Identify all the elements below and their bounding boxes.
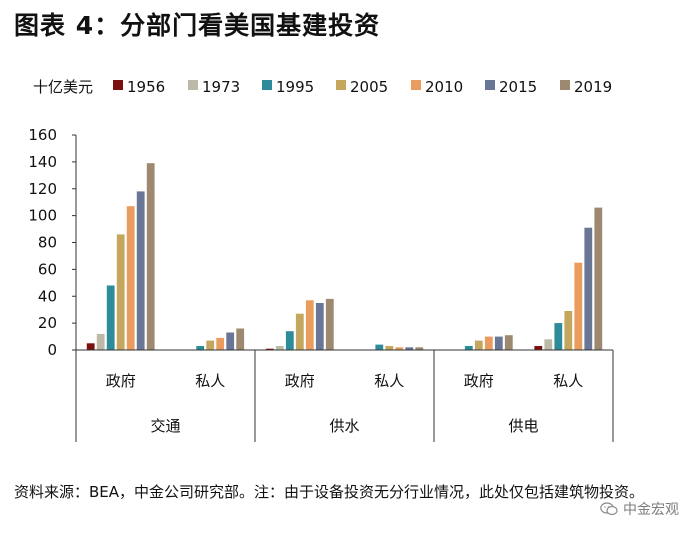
- bar-1995-1: [196, 346, 205, 350]
- bar-2015-1: [226, 332, 235, 350]
- bar-2019-3: [415, 347, 424, 350]
- bar-2005-0: [116, 234, 125, 350]
- bar-2010-4: [484, 336, 493, 350]
- bar-2019-4: [504, 335, 513, 350]
- watermark-text: 中金宏观: [623, 502, 679, 518]
- legend: 十亿美元 1956 1973 1995 2005 2010 2015 2019: [33, 78, 612, 96]
- bar-2005-1: [206, 340, 215, 350]
- bar-2015-4: [494, 336, 503, 350]
- bar-2010-0: [126, 206, 135, 350]
- legend-label-2005: 2005: [350, 78, 388, 96]
- bar-1956-5: [534, 346, 543, 350]
- bar-2019-0: [146, 163, 155, 350]
- bar-2015-3: [405, 347, 414, 350]
- legend-label-2015: 2015: [499, 78, 537, 96]
- bar-2015-5: [584, 227, 593, 350]
- y-axis: 0 20 40 60 80 100 120 140 160: [28, 126, 77, 359]
- y-tick-label: 20: [38, 314, 57, 332]
- x-group-label: 供电: [508, 417, 538, 435]
- x-category-label: 政府: [106, 372, 136, 390]
- bar-chart: 十亿美元 1956 1973 1995 2005 2010 2015 2019 0 20 40 60…: [28, 78, 614, 442]
- x-group-label: 供水: [329, 417, 359, 435]
- y-tick-label: 40: [38, 287, 57, 305]
- legend-unit-label: 十亿美元: [33, 78, 93, 96]
- legend-label-2010: 2010: [425, 78, 463, 96]
- y-tick-label: 160: [28, 126, 57, 144]
- y-tick-label: 0: [47, 341, 57, 359]
- bar-2010-1: [216, 337, 225, 350]
- y-tick-label: 100: [28, 207, 57, 225]
- bar-1973-0: [96, 333, 105, 350]
- bar-2019-2: [325, 298, 334, 350]
- source-note: 资料来源：BEA，中金公司研究部。注：由于设备投资无分行业情况，此处仅包括建筑物…: [14, 483, 645, 501]
- bar-2010-2: [305, 300, 314, 350]
- bar-2010-3: [395, 347, 404, 350]
- legend-swatch-2010: [411, 80, 421, 90]
- chart-title: 图表 4：分部门看美国基建投资: [14, 11, 381, 40]
- legend-label-1995: 1995: [276, 78, 314, 96]
- bar-1995-4: [464, 346, 473, 350]
- bar-1995-5: [554, 323, 563, 350]
- bar-1956-0: [86, 343, 95, 350]
- bar-1995-3: [375, 344, 384, 350]
- bar-1956-2: [265, 348, 274, 350]
- bar-2005-5: [564, 311, 573, 350]
- legend-swatch-1995: [262, 80, 272, 90]
- x-group-label: 交通: [150, 417, 180, 435]
- bar-2005-3: [385, 346, 394, 350]
- bar-1995-2: [285, 331, 294, 350]
- legend-label-2019: 2019: [574, 78, 612, 96]
- bar-1973-2: [275, 346, 284, 350]
- legend-label-1973: 1973: [202, 78, 240, 96]
- bars: [86, 163, 603, 351]
- legend-swatch-2019: [560, 80, 570, 90]
- bar-2010-5: [574, 262, 583, 350]
- bar-2005-4: [474, 340, 483, 350]
- bar-2005-2: [295, 313, 304, 350]
- x-category-label: 私人: [553, 372, 583, 390]
- legend-label-1956: 1956: [127, 78, 165, 96]
- y-tick-label: 120: [28, 180, 57, 198]
- bar-1995-0: [106, 285, 115, 350]
- bar-2019-5: [594, 207, 603, 350]
- bar-2015-2: [315, 303, 324, 350]
- y-tick-label: 140: [28, 153, 57, 171]
- legend-swatch-1973: [188, 80, 198, 90]
- y-tick-label: 80: [38, 234, 57, 252]
- x-category-label: 私人: [374, 372, 404, 390]
- x-category-label: 私人: [195, 372, 225, 390]
- bar-2015-0: [136, 191, 145, 350]
- wechat-icon: [600, 502, 618, 516]
- x-category-label: 政府: [285, 372, 315, 390]
- bar-2019-1: [236, 328, 245, 350]
- legend-swatch-1956: [113, 80, 123, 90]
- x-category-label: 政府: [464, 372, 494, 390]
- y-tick-label: 60: [38, 260, 57, 278]
- watermark: 中金宏观: [600, 499, 679, 519]
- bar-1973-5: [544, 339, 553, 351]
- legend-swatch-2005: [336, 80, 346, 90]
- legend-swatch-2015: [485, 80, 495, 90]
